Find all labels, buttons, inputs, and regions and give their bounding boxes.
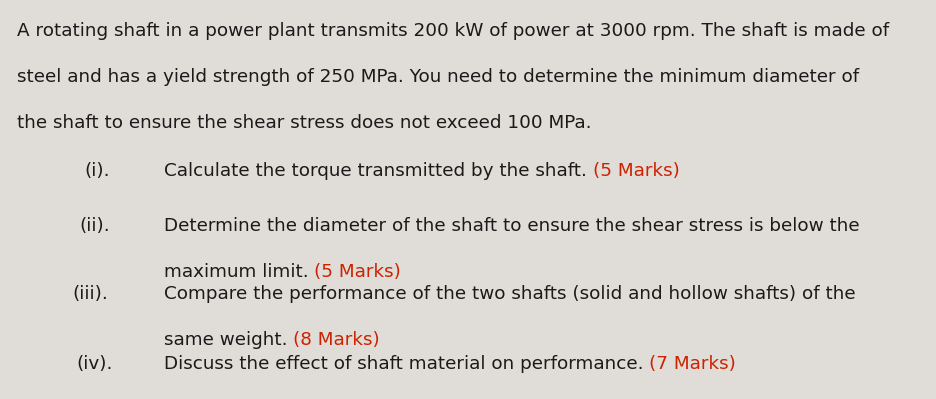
Text: Compare the performance of the two shafts (solid and hollow shafts) of the: Compare the performance of the two shaft… [164, 285, 855, 303]
Text: (ii).: (ii). [80, 217, 110, 235]
Text: same weight.: same weight. [164, 331, 293, 349]
Text: the shaft to ensure the shear stress does not exceed 100 MPa.: the shaft to ensure the shear stress doe… [17, 114, 591, 132]
Text: Calculate the torque transmitted by the shaft.: Calculate the torque transmitted by the … [164, 162, 592, 180]
Text: steel and has a yield strength of 250 MPa. You need to determine the minimum dia: steel and has a yield strength of 250 MP… [17, 68, 858, 86]
Text: (iii).: (iii). [72, 285, 108, 303]
Text: (8 Marks): (8 Marks) [293, 331, 380, 349]
Text: (iv).: (iv). [77, 355, 113, 373]
Text: (5 Marks): (5 Marks) [592, 162, 679, 180]
Text: (7 Marks): (7 Marks) [649, 355, 736, 373]
Text: Determine the diameter of the shaft to ensure the shear stress is below the: Determine the diameter of the shaft to e… [164, 217, 858, 235]
Text: A rotating shaft in a power plant transmits 200 kW of power at 3000 rpm. The sha: A rotating shaft in a power plant transm… [17, 22, 888, 40]
Text: maximum limit.: maximum limit. [164, 263, 314, 281]
Text: (5 Marks): (5 Marks) [314, 263, 401, 281]
Text: Discuss the effect of shaft material on performance.: Discuss the effect of shaft material on … [164, 355, 649, 373]
Text: (i).: (i). [84, 162, 110, 180]
